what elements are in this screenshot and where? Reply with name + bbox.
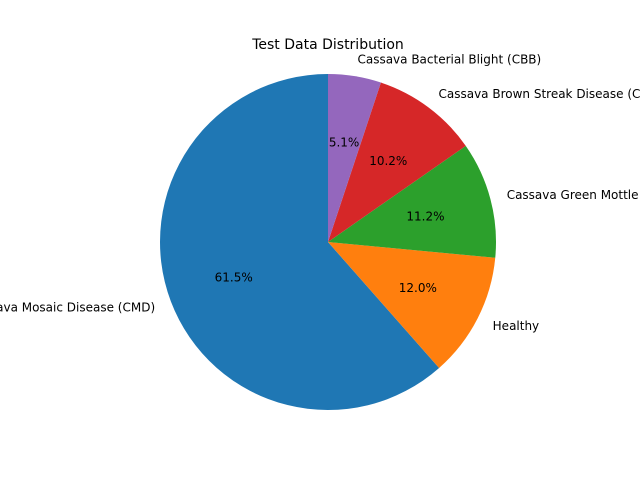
pct-label-healthy: 12.0% <box>399 281 437 295</box>
pct-label-cgm: 11.2% <box>406 209 444 223</box>
pie-slice-cmd <box>160 74 440 410</box>
chart-title: Test Data Distribution <box>251 37 404 53</box>
slice-label-cmd: Cassava Mosaic Disease (CMD) <box>0 300 155 314</box>
slice-label-cbb: Cassava Bacterial Blight (CBB) <box>357 53 541 67</box>
pct-label-cbsd: 10.2% <box>369 154 407 168</box>
pie-slice-healthy <box>328 242 496 369</box>
pie-labels: Cassava Mosaic Disease (CMD) 61.5% Healthy… <box>0 53 640 333</box>
slice-label-cbsd: Cassava Brown Streak Disease (CBSD) <box>438 87 640 101</box>
slice-label-cgm: Cassava Green Mottle (CGM) <box>507 188 640 202</box>
pct-label-cbb: 5.1% <box>329 135 360 149</box>
pie-slice-cgm <box>328 145 497 258</box>
pie-slices <box>160 74 497 410</box>
slice-label-healthy: Healthy <box>493 319 540 333</box>
pie-slice-cbsd <box>328 82 466 242</box>
pie-slice-cbb <box>328 74 381 242</box>
pct-label-cmd: 61.5% <box>215 271 253 285</box>
